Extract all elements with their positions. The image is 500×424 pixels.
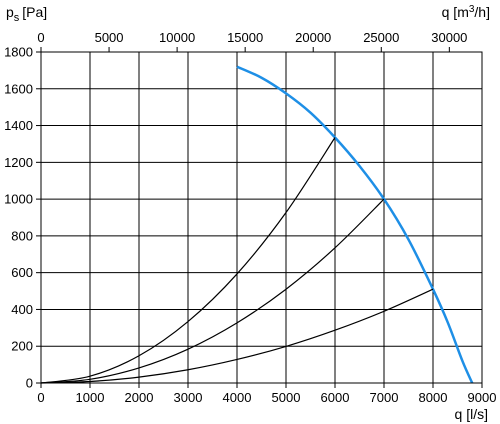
top-x-tick-label: 10000	[159, 30, 195, 45]
top-x-tick-label: 30000	[431, 30, 467, 45]
x-tick-label: 7000	[370, 390, 399, 405]
x-tick-label: 2000	[125, 390, 154, 405]
y-tick-label: 0	[26, 376, 33, 391]
system-curve-line	[40, 137, 336, 384]
x-tick-label: 8000	[419, 390, 448, 405]
top-x-tick-label: 25000	[363, 30, 399, 45]
top-x-tick-label: 15000	[227, 30, 263, 45]
y-tick-label: 1200	[4, 155, 33, 170]
x-axis-label: q [l/s]	[455, 406, 488, 422]
y-tick-label: 600	[11, 265, 33, 280]
y-tick-label: 200	[11, 339, 33, 354]
ticks-group: 0 1000 2000 3000 4000 5000 6000 7000 8000 9000020…	[4, 30, 496, 405]
system-curve-line	[40, 198, 385, 384]
x-tick-label: 1000	[76, 390, 105, 405]
y-tick-label: 1800	[4, 45, 33, 60]
system-curve-line	[40, 288, 434, 384]
fan-curve-line	[236, 65, 474, 384]
plot-frame	[40, 51, 483, 384]
y-tick-label: 400	[11, 302, 33, 317]
top-x-tick-label: 20000	[295, 30, 331, 45]
series-group	[40, 65, 474, 384]
x-tick-label: 0	[37, 390, 44, 405]
x-tick-label: 4000	[223, 390, 252, 405]
x-tick-label: 6000	[321, 390, 350, 405]
top-x-axis-label: q [m3/h]	[442, 4, 490, 20]
y-tick-label: 1400	[4, 118, 33, 133]
y-tick-label: 800	[11, 228, 33, 243]
top-x-tick-label: 0	[37, 30, 44, 45]
x-tick-label: 5000	[272, 390, 301, 405]
top-x-tick-label: 5000	[95, 30, 124, 45]
y-axis-label: ps [Pa]	[6, 4, 47, 24]
y-tick-label: 1000	[4, 192, 33, 207]
x-tick-label: 3000	[174, 390, 203, 405]
x-tick-label: 9000	[468, 390, 497, 405]
grid	[41, 52, 482, 383]
y-tick-label: 1600	[4, 81, 33, 96]
